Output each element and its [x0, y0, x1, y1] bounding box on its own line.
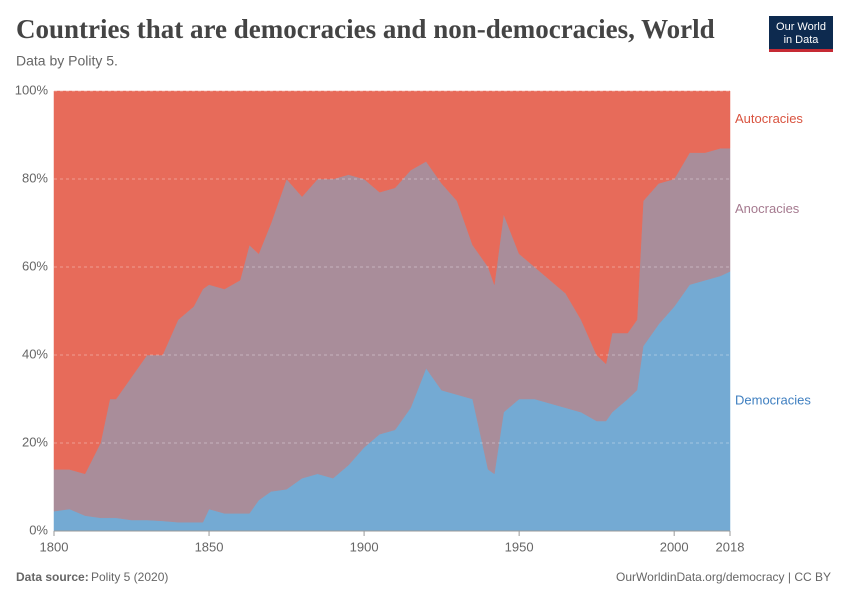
logo-text: in Data [784, 34, 820, 46]
logo-box [769, 16, 833, 52]
source: Polity 5 (2020) [91, 570, 168, 584]
chart-subtitle: Data by Polity 5. [16, 53, 118, 69]
y-tick-label: 60% [22, 258, 48, 273]
x-tick-label: 2000 [660, 539, 689, 554]
logo[interactable]: Our World in Data [769, 16, 833, 52]
x-tick-label: 1900 [350, 539, 379, 554]
credit[interactable]: OurWorldinData.org/democracy | CC BY [616, 570, 831, 584]
series-label: Autocracies [735, 111, 803, 126]
x-tick-label: 1950 [505, 539, 534, 554]
x-tick-label: 1850 [195, 539, 224, 554]
x-tick-label: 2018 [716, 539, 745, 554]
y-tick-label: 100% [15, 82, 49, 97]
x-tick-label: 1800 [40, 539, 69, 554]
y-tick-label: 0% [29, 522, 48, 537]
logo-text: Our World [776, 21, 826, 33]
y-tick-label: 80% [22, 170, 48, 185]
series-label: Democracies [735, 393, 811, 408]
chart-title: Countries that are democracies and non-d… [16, 14, 715, 44]
logo-bar [769, 49, 833, 52]
series-label: Anocracies [735, 201, 800, 216]
y-tick-label: 40% [22, 346, 48, 361]
y-tick-label: 20% [22, 434, 48, 449]
source-label: Data source: [16, 570, 89, 584]
area [53, 90, 731, 475]
